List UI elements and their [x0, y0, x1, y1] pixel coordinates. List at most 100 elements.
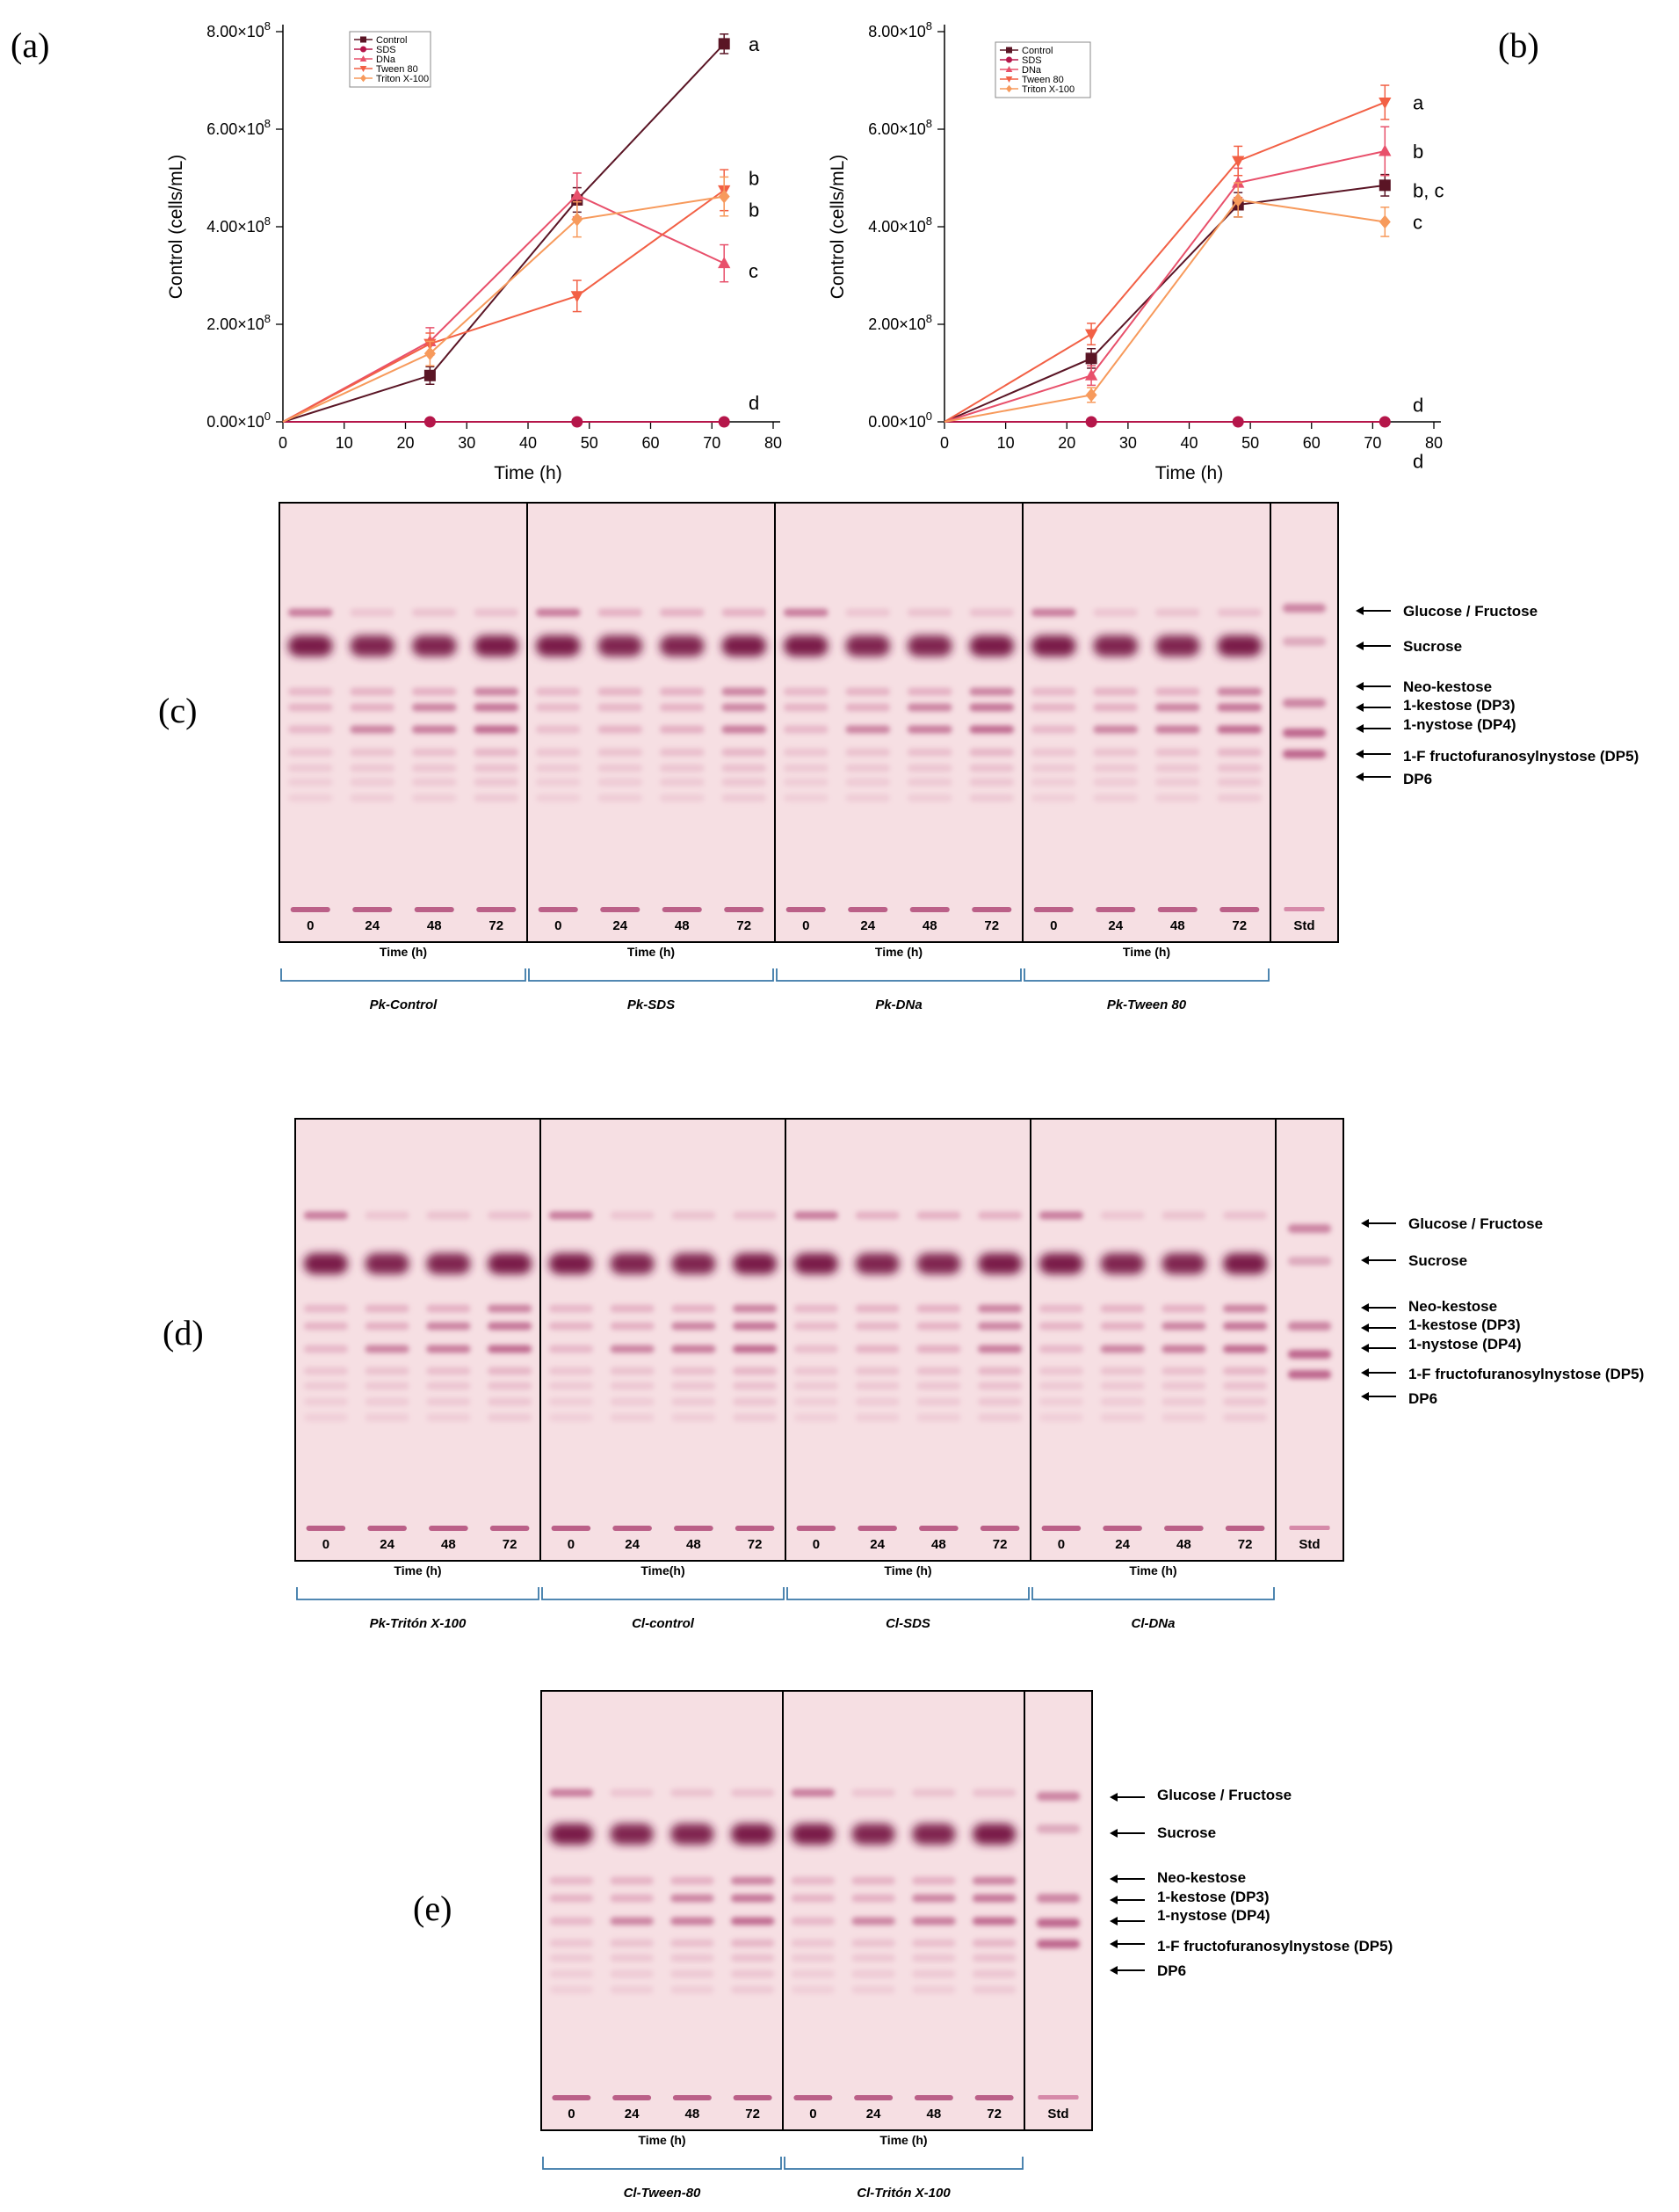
tlc-origin: [367, 1526, 407, 1531]
series-line: [944, 184, 1386, 423]
series-tween-80: [944, 84, 1392, 423]
group-label: Cl-Tritón X-100: [857, 2186, 951, 2201]
tlc-band: [907, 794, 952, 802]
lane-label: 24: [625, 2107, 640, 2121]
tlc-lane: [733, 1211, 778, 1531]
tlc-band: [978, 1304, 1023, 1313]
group-label: Cl-DNa: [1131, 1616, 1175, 1631]
significance-letter: b: [749, 168, 759, 190]
tlc-band: [972, 1876, 1017, 1885]
tlc-band: [671, 1211, 716, 1220]
tlc-band: [1031, 687, 1076, 696]
tlc-band: [474, 703, 519, 712]
tlc-band: [597, 794, 643, 802]
legend-label: Control: [1022, 46, 1053, 56]
time-axis-label: Time (h): [394, 1563, 441, 1577]
tlc-band: [670, 1939, 714, 1947]
tlc-band: [549, 1894, 594, 1903]
tlc-band: [1217, 703, 1263, 712]
tlc-band: [1093, 748, 1139, 757]
chart-b: 0 10 20 30 40 50 60 70 80 0.00×100 2.00×108 4.00×10…: [828, 19, 1444, 483]
tlc-band: [287, 608, 333, 617]
arrow-head: [1110, 1917, 1118, 1926]
lane-label: 72: [745, 2107, 760, 2121]
tlc-band: [610, 1954, 654, 1962]
band-annotation: 1-F fructofuranosylnystose (DP5): [1157, 1938, 1393, 1955]
data-point: [1085, 416, 1097, 428]
tlc-origin: [919, 1526, 959, 1531]
tlc-band: [1223, 1322, 1268, 1331]
time-axis-label: Time(h): [640, 1563, 684, 1577]
tlc-band: [287, 794, 333, 802]
tlc-band: [303, 1304, 348, 1313]
tlc-band: [350, 748, 395, 757]
tlc-band: [1223, 1367, 1268, 1375]
arrow-head: [1110, 1875, 1118, 1883]
tlc-band: [855, 1304, 900, 1313]
band-annotation: DP6: [1403, 771, 1432, 787]
tlc-band: [610, 1382, 655, 1390]
tlc-band: [793, 1345, 838, 1353]
tlc-band: [549, 1824, 594, 1845]
tlc-band: [411, 608, 457, 617]
data-point: [1085, 352, 1097, 365]
series-line: [282, 195, 725, 423]
tlc-band: [855, 1382, 900, 1390]
time-axis-label: Time (h): [1123, 945, 1170, 959]
tlc-band: [474, 635, 519, 656]
data-point: [1232, 416, 1244, 428]
tlc-band: [350, 635, 395, 656]
tlc-lane: [721, 608, 767, 912]
tlc-band: [1154, 725, 1200, 734]
band-annotation: 1-nystose (DP4): [1157, 1907, 1270, 1924]
tlc-band: [730, 1824, 775, 1845]
tlc-band: [670, 1954, 714, 1962]
tlc-band: [535, 764, 581, 772]
tlc-band: [1039, 1345, 1083, 1353]
tlc-band: [791, 1985, 836, 1994]
tlc-lane: [851, 1788, 895, 2100]
tlc-band: [659, 725, 705, 734]
tlc-band: [303, 1413, 348, 1422]
tlc-band: [1031, 748, 1076, 757]
tlc-band: [610, 1367, 655, 1375]
tlc-lane: [1093, 608, 1139, 912]
tlc-band: [474, 794, 519, 802]
tlc-band: [845, 703, 891, 712]
tlc-band: [670, 1788, 714, 1797]
tlc-border: [540, 1690, 1093, 2131]
data-point: [1232, 176, 1245, 188]
band-annotation: 1-kestose (DP3): [1408, 1316, 1521, 1333]
tlc-plate: [279, 503, 1338, 942]
tlc-band: [791, 1876, 836, 1885]
significance-letter: b: [749, 199, 759, 221]
tlc-band: [730, 1954, 775, 1962]
tlc-origin: [612, 1526, 652, 1531]
tlc-band: [1039, 1304, 1083, 1313]
data-point: [1379, 179, 1391, 192]
tlc-band: [1039, 1367, 1083, 1375]
lane-label: 24: [625, 1537, 640, 1552]
tlc-band: [791, 1954, 836, 1962]
tlc-band: [610, 1345, 655, 1353]
tlc-band: [535, 687, 581, 696]
data-point: [718, 257, 731, 269]
tlc-band: [969, 748, 1015, 757]
tlc-band: [488, 1413, 532, 1422]
tlc-band: [1287, 1224, 1332, 1233]
data-point: [1379, 144, 1392, 156]
tlc-origin: [1157, 907, 1198, 912]
legend-label: Tween 80: [1022, 75, 1064, 85]
tlc-band: [1031, 703, 1076, 712]
tlc-band: [969, 687, 1015, 696]
tlc-lane: [610, 1788, 654, 2100]
tlc-band: [793, 1367, 838, 1375]
tlc-band: [426, 1397, 471, 1406]
tlc-lane: [1217, 608, 1263, 912]
chart-a: 0 10 20 30 40 50 60 70 80 0.00×100 2.00×108 4.00×10…: [166, 19, 782, 483]
tlc-band: [916, 1382, 961, 1390]
time-axis-label: Time (h): [638, 2133, 685, 2147]
panel-label-a: (a): [11, 25, 49, 65]
